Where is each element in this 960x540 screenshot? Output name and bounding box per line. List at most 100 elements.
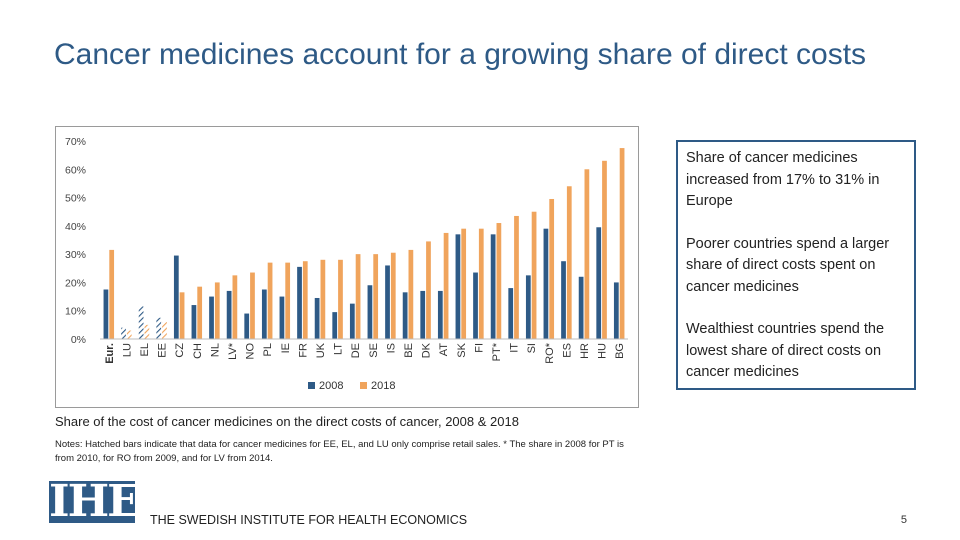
bar-2018-fi [478, 228, 484, 339]
bar-2008-sk [455, 234, 461, 339]
bar-2008-no [244, 313, 250, 339]
x-tick-label: PL [262, 343, 274, 356]
bar-chart: 0% 10% 20% 30% 40% 50% 60% 70% Eur. LU EL EE CZ CH NL… [55, 126, 639, 408]
bar-2008-uk [314, 297, 320, 339]
page-number: 5 [900, 514, 907, 526]
bar-2008-pl [261, 289, 267, 339]
x-tick-label: UK [315, 342, 327, 358]
bar-2018-dk [426, 241, 431, 339]
y-tick-label: 20% [65, 277, 86, 289]
bar-2018-is [390, 252, 396, 339]
bar-2018-hr [584, 169, 590, 339]
x-tick-label: FI [473, 343, 485, 353]
y-tick-label: 0% [71, 334, 86, 346]
bar-2018-lu [126, 330, 132, 339]
x-tick-label: Eur. [104, 343, 116, 364]
bar-2008-fi [473, 272, 478, 339]
bar-2008-pt [490, 234, 496, 339]
bar-2008-dk [420, 290, 426, 339]
bar-2018-se [373, 254, 379, 339]
bar-2018-it [514, 215, 519, 339]
legend-label-2018: 2018 [371, 380, 395, 392]
bar-2008-nl [209, 296, 214, 339]
x-tick-label: HU [597, 343, 609, 359]
bar-2008-de [349, 303, 355, 339]
x-tick-label: IT [509, 343, 521, 353]
x-tick-label: LU [121, 343, 133, 357]
bar-2008-ro [543, 228, 549, 339]
bar-2008-it [508, 288, 514, 339]
x-tick-label: BE [403, 343, 415, 358]
legend-swatch-2008 [308, 382, 315, 389]
bar-2018-cz [179, 292, 185, 339]
x-tick-label: RO* [544, 342, 556, 364]
x-tick-label: IE [280, 343, 292, 353]
y-tick-label: 40% [65, 221, 86, 233]
x-tick-label: FR [297, 343, 309, 358]
y-tick-label: 60% [65, 164, 86, 176]
x-tick-label: DE [350, 343, 362, 358]
x-tick-label: NO [245, 343, 257, 360]
bar-2008-lv [226, 290, 232, 339]
organization-name: THE SWEDISH INSTITUTE FOR HEALTH ECONOMI… [150, 513, 468, 527]
bar-2018-fr [302, 261, 308, 339]
x-tick-label: PT* [491, 342, 503, 361]
bar-2018-pt [496, 223, 502, 339]
bar-2018-es [566, 186, 572, 339]
legend-swatch-2018 [360, 382, 367, 389]
bar-2018-bg [619, 148, 625, 339]
x-tick-label: EL [139, 343, 151, 356]
legend-label-2008: 2008 [319, 380, 343, 392]
finding-2: Poorer countries spend a larger share of… [686, 235, 890, 295]
bar-2008-fr [297, 266, 302, 339]
chart-canvas: 0% 10% 20% 30% 40% 50% 60% 70% Eur. LU EL EE CZ CH NL… [65, 136, 628, 392]
bar-2018-uk [320, 259, 326, 339]
bar-2018-ee [162, 322, 167, 339]
bar-2018-si [531, 211, 537, 339]
bar-2008-hr [578, 276, 584, 339]
legend: 2008 2018 [308, 380, 395, 392]
bar-2008-es [561, 261, 566, 339]
x-tick-label: IS [385, 343, 397, 353]
bar-2018-be [408, 249, 414, 339]
ihe-logo: IHE [49, 476, 141, 527]
x-tick-label: LT [333, 343, 345, 355]
bar-2018-nl [214, 282, 220, 339]
y-tick-label: 70% [65, 136, 86, 148]
bar-2018-el [144, 324, 150, 339]
bar-2008-ie [279, 296, 285, 339]
x-tick-label: BG [614, 343, 626, 359]
slide-title: Cancer medicines account for a growing s… [54, 38, 867, 71]
x-tick-label: CH [192, 343, 204, 359]
bar-2018-no [250, 272, 255, 339]
x-tick-label: CZ [174, 343, 186, 358]
bar-2008-eur [103, 289, 109, 339]
bar-2018-sk [461, 228, 467, 339]
bar-2008-be [402, 292, 408, 339]
finding-1: Share of cancer medicines increased from… [686, 150, 880, 209]
x-tick-label: ES [561, 343, 573, 358]
x-tick-label: LV* [227, 342, 239, 360]
x-axis: Eur. LU EL EE CZ CH NL LV* NO PL IE FR UK LT DE SE IS BE D… [100, 338, 628, 364]
bar-2008-cz [173, 255, 179, 339]
bar-2008-at [437, 290, 443, 339]
bar-2008-hu [596, 227, 602, 339]
key-findings-box: Share of cancer medicines increased from… [676, 140, 916, 390]
bar-2008-se [367, 285, 373, 339]
x-tick-label: NL [209, 343, 221, 357]
bar-2008-is [385, 265, 390, 339]
bar-2008-lt [332, 312, 338, 339]
bar-2018-ro [549, 198, 555, 339]
bar-2018-lt [338, 259, 343, 339]
bar-2018-at [443, 232, 449, 339]
x-tick-label: SI [526, 343, 538, 353]
y-tick-label: 10% [65, 306, 86, 318]
bar-2008-bg [613, 282, 619, 339]
chart-caption: Share of the cost of cancer medicines on… [55, 414, 519, 429]
x-tick-label: DK [421, 342, 433, 358]
bar-2008-el [138, 306, 144, 339]
chart-notes: Notes: Hatched bars indicate that data f… [55, 439, 624, 464]
x-tick-label: HR [579, 343, 591, 359]
bar-2018-de [355, 254, 361, 339]
x-tick-label: AT [438, 343, 450, 357]
